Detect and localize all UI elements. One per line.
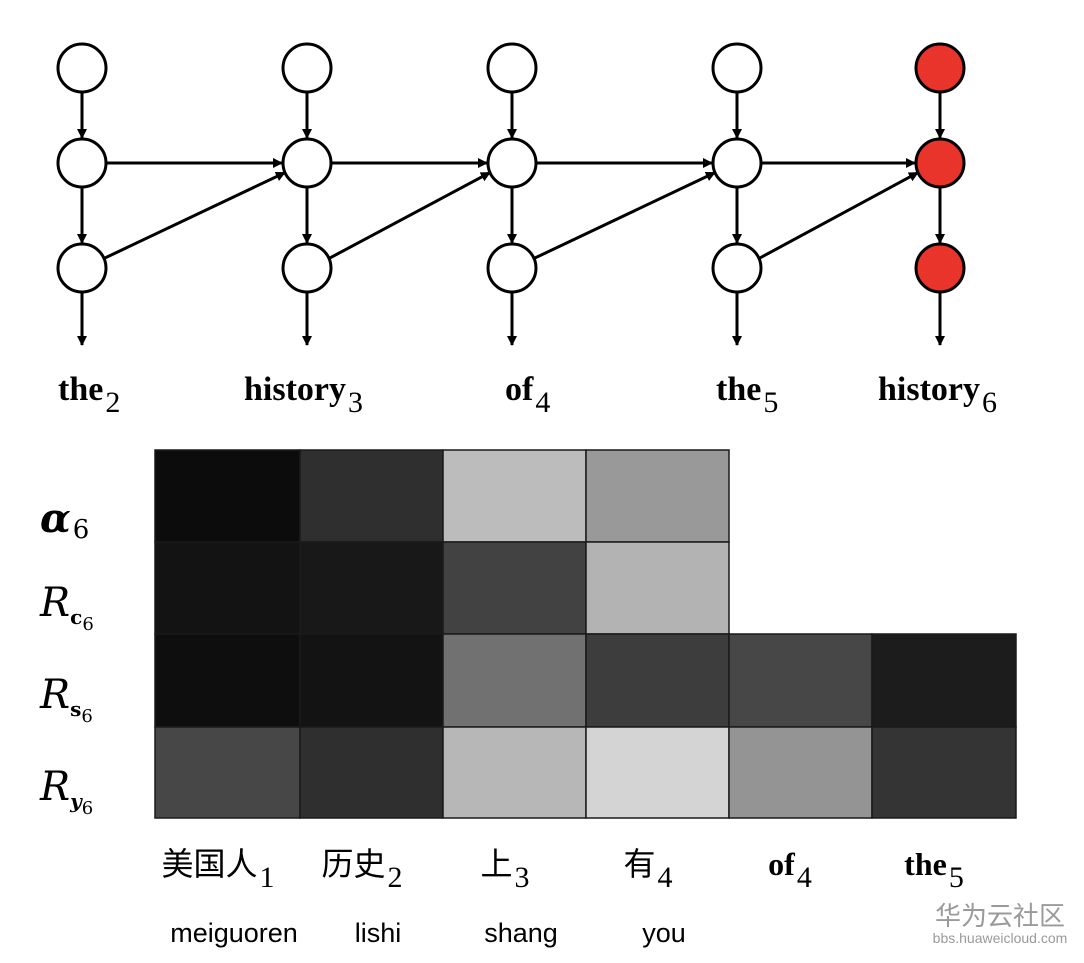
row-subscript: c <box>70 605 82 629</box>
heatmap-cell <box>585 541 730 635</box>
column-label: 美国人1 <box>161 845 274 894</box>
column-pinyin: meiguoren <box>170 918 298 948</box>
heatmap-cell <box>871 633 1017 728</box>
row-subscript-index: 6 <box>81 706 92 727</box>
column-word: 上 <box>480 845 512 883</box>
row-symbol: R <box>39 672 70 718</box>
column-label: 历史2 <box>321 845 402 894</box>
network-node <box>56 137 108 189</box>
column-index: 2 <box>388 861 403 894</box>
decoder-output-words: the2 history3 of4 the5 history6 <box>58 371 997 419</box>
decoder-network <box>56 42 966 346</box>
row-symbol: R <box>39 580 70 626</box>
row-subscript-index: 6 <box>82 614 93 635</box>
heatmap-cell <box>154 726 301 819</box>
row-subscript-index: 6 <box>82 798 93 819</box>
heatmap-cell <box>299 449 444 543</box>
row-label: Rs6 <box>39 672 93 727</box>
output-word: history3 <box>244 371 363 419</box>
output-word-index: 5 <box>763 386 778 419</box>
row-symbol: α <box>40 495 71 542</box>
row-symbol: R <box>39 764 70 810</box>
network-node <box>486 242 538 294</box>
heatmap-cell <box>299 541 444 635</box>
heatmap-cell <box>299 633 444 728</box>
network-node <box>914 42 966 94</box>
row-label: α6 <box>40 495 89 545</box>
heatmap-cell <box>154 541 301 635</box>
heatmap-cell <box>585 633 730 728</box>
network-node <box>281 137 333 189</box>
column-index: 4 <box>658 861 673 894</box>
column-label: 有4 <box>623 845 672 894</box>
heatmap-cell <box>728 633 873 728</box>
edge-feed <box>328 171 491 260</box>
row-label: Ry6 <box>39 764 93 819</box>
column-word: 有 <box>623 845 655 883</box>
row-subscript: y <box>69 789 83 813</box>
column-index: 4 <box>797 861 812 894</box>
network-node <box>914 242 966 294</box>
network-node <box>711 137 763 189</box>
column-word: 美国人 <box>161 845 257 883</box>
column-label: the5 <box>904 846 964 894</box>
edge-feed <box>533 171 716 260</box>
heatmap-cell <box>728 726 873 819</box>
output-word-index: 2 <box>105 386 120 419</box>
output-word-index: 3 <box>348 386 363 419</box>
edge-feed <box>103 171 286 260</box>
output-word-index: 6 <box>982 386 997 419</box>
network-node <box>711 242 763 294</box>
column-label: of4 <box>768 846 812 894</box>
network-node <box>711 42 763 94</box>
heatmap-cell <box>299 726 444 819</box>
row-subscript: s <box>70 697 81 721</box>
column-label: 上3 <box>480 845 529 894</box>
network-node <box>914 137 966 189</box>
heatmap-cell <box>585 449 730 543</box>
column-word: of <box>768 846 795 882</box>
output-word: history6 <box>878 371 997 419</box>
attention-heatmap <box>154 449 1017 819</box>
watermark: 华为云社区 bbs.huaweicloud.com <box>933 902 1068 946</box>
column-word: 历史 <box>321 845 385 883</box>
heatmap-cell <box>585 726 730 819</box>
network-node <box>56 42 108 94</box>
output-word: the5 <box>716 371 778 419</box>
column-pinyin: shang <box>484 918 558 948</box>
network-node <box>281 42 333 94</box>
edge-feed <box>758 171 919 260</box>
column-index: 1 <box>260 861 275 894</box>
heatmap-cell <box>442 633 587 728</box>
output-word: the2 <box>58 371 120 419</box>
column-index: 3 <box>515 861 530 894</box>
network-node <box>486 42 538 94</box>
column-index: 5 <box>949 861 964 894</box>
output-word: of4 <box>505 371 550 419</box>
row-subscript-index: 6 <box>73 515 90 545</box>
column-pinyin: lishi <box>355 918 402 948</box>
watermark-url: bbs.huaweicloud.com <box>933 930 1068 946</box>
network-node <box>56 242 108 294</box>
heatmap-cell <box>871 726 1017 819</box>
network-node <box>281 242 333 294</box>
column-word: the <box>904 846 947 882</box>
heatmap-cell <box>154 633 301 728</box>
network-node <box>486 137 538 189</box>
heatmap-cell <box>154 449 301 543</box>
output-word-index: 4 <box>535 386 550 419</box>
column-pinyin: you <box>642 918 686 948</box>
heatmap-cell <box>442 541 587 635</box>
heatmap-cell <box>442 726 587 819</box>
row-label: Rc6 <box>39 580 94 635</box>
heatmap-cell <box>442 449 587 543</box>
watermark-brand: 华为云社区 <box>935 902 1065 932</box>
